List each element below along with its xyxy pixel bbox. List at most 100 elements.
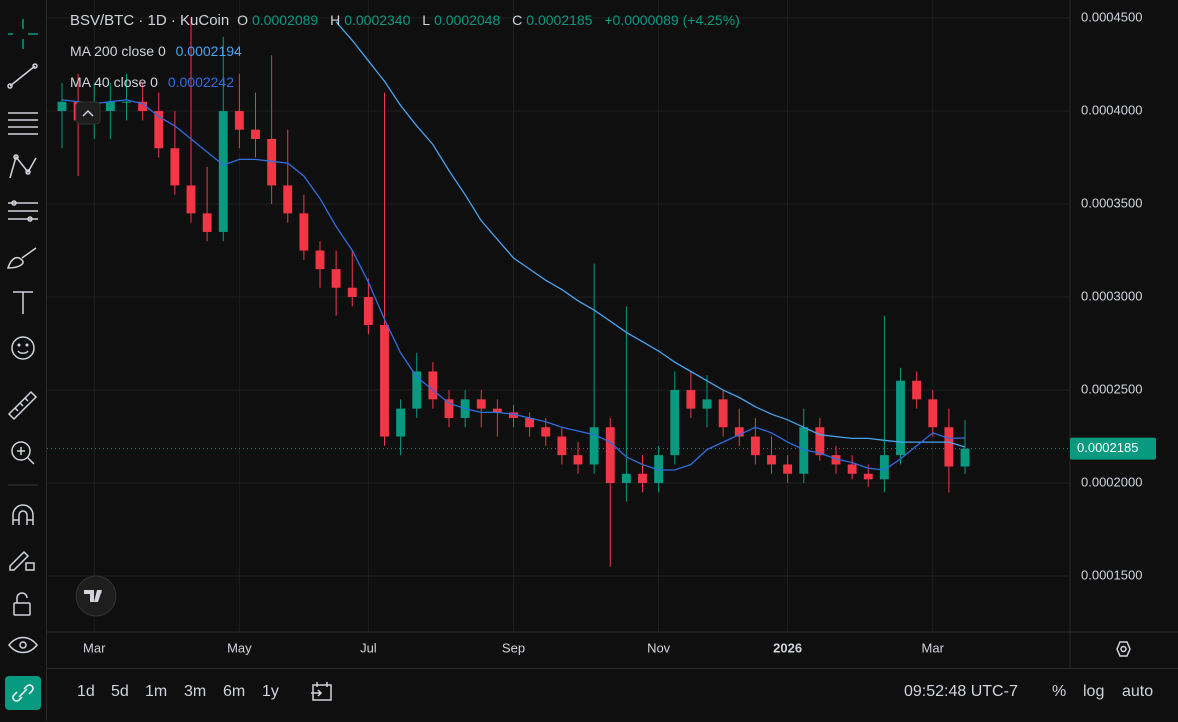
ma-line: [335, 21, 966, 448]
crosshair-tool[interactable]: [8, 19, 38, 49]
magnet-tool[interactable]: [12, 504, 34, 525]
candle-body: [573, 455, 583, 465]
candle-body: [57, 101, 67, 112]
lock-drawing-tool[interactable]: [9, 550, 35, 571]
y-tick-label: 0.0004000: [1081, 102, 1142, 117]
tv-logo: [75, 575, 117, 617]
brush-tool[interactable]: [6, 247, 37, 269]
candle-body: [944, 427, 954, 467]
visibility-tool[interactable]: [8, 636, 38, 654]
plot: [47, 18, 1070, 567]
range-button[interactable]: 3m: [184, 683, 207, 700]
x-tick-label: 2026: [773, 640, 802, 655]
candle-body: [251, 129, 260, 139]
candle-body: [154, 111, 164, 149]
pattern-tool[interactable]: [9, 154, 37, 179]
candle-body: [654, 455, 664, 484]
candle-body: [960, 448, 970, 467]
settings-button[interactable]: [1116, 641, 1131, 657]
symbol: BSV/BTC · 1D · KuCoin: [70, 12, 230, 29]
link-tool[interactable]: [5, 676, 41, 710]
candle-body: [831, 455, 841, 465]
ohlc-key: L: [422, 12, 431, 28]
y-tick-label: 0.0002500: [1081, 381, 1142, 396]
collapse-button[interactable]: [75, 101, 101, 125]
lock-tool[interactable]: [13, 592, 31, 616]
zoom-tool[interactable]: [11, 441, 35, 465]
candle-body: [347, 287, 357, 298]
candle-body: [686, 390, 696, 409]
y-tick-label: 0.0003500: [1081, 195, 1142, 210]
trend-line-tool[interactable]: [7, 63, 38, 89]
ohlc-value: 0.0002185: [526, 12, 593, 28]
range-button[interactable]: 5d: [111, 683, 129, 700]
candle-body: [234, 111, 244, 130]
candle-body: [718, 399, 728, 428]
candle-body: [315, 250, 325, 270]
ma-value: 0.0002194: [175, 43, 242, 59]
fib-tool[interactable]: [8, 112, 38, 135]
x-tick-label: May: [227, 640, 252, 655]
candle-body: [750, 436, 760, 456]
bottom-toolbar: 1d 5d 1m 3m 6m 1y 09:52:48 UTC-7 % log a…: [47, 668, 1178, 722]
candle-body: [815, 427, 825, 456]
candle-body: [186, 185, 196, 214]
x-tick-label: Sep: [502, 640, 525, 655]
emoji-tool[interactable]: [11, 336, 35, 360]
percent-button[interactable]: %: [1052, 683, 1067, 700]
candle-body: [525, 417, 535, 428]
chart-bg: [0, 0, 1178, 668]
log-button[interactable]: log: [1083, 683, 1105, 700]
projection-tool[interactable]: [8, 200, 38, 222]
candle-body: [702, 399, 712, 409]
change: +0.0000089 (+4.25%): [604, 12, 740, 28]
auto-button[interactable]: auto: [1122, 683, 1154, 700]
candle-body: [122, 101, 131, 103]
axes: 0.0004500 0.0004000 0.0003500 0.0003000 0.00…: [83, 9, 1156, 655]
candle-body: [428, 371, 438, 400]
ma-legend: MA 200 close 0 0.0002194: [70, 43, 242, 59]
candle-body: [299, 213, 309, 251]
x-tick-label: Mar: [83, 640, 106, 655]
ma-name: MA 200 close 0: [70, 43, 166, 59]
candle-body: [557, 436, 567, 456]
ma-name: MA 40 close 0: [70, 74, 158, 90]
candle-body: [138, 101, 148, 112]
candle-body: [380, 324, 389, 437]
range-button[interactable]: 1m: [145, 683, 168, 700]
candle-body: [879, 455, 889, 480]
ma-legend: MA 40 close 0 0.0002242: [70, 74, 234, 90]
candle-body: [412, 371, 422, 409]
ohlc-key: O: [237, 12, 248, 28]
candle-body: [363, 297, 373, 325]
text-tool[interactable]: [13, 291, 33, 314]
ohlc-value: 0.0002089: [252, 12, 319, 28]
candle-body: [444, 399, 454, 418]
range-button[interactable]: 6m: [223, 683, 246, 700]
last-price-label: 0.0002185: [1077, 440, 1138, 455]
candle-body: [912, 380, 922, 400]
range-button[interactable]: 1d: [77, 683, 95, 700]
candle-body: [105, 101, 115, 112]
candle-body: [589, 427, 599, 465]
toolbar-icons: [5, 19, 41, 710]
candle-body: [638, 473, 647, 484]
candle-body: [670, 390, 680, 456]
date-range-button[interactable]: [309, 679, 335, 705]
candle-body: [621, 473, 631, 484]
candle-body: [283, 185, 293, 214]
candle-body: [202, 213, 212, 232]
candle-body: [928, 399, 938, 428]
candle-body: [267, 138, 277, 186]
y-tick-label: 0.0001500: [1081, 567, 1142, 582]
candle-body: [170, 148, 180, 186]
ohlc-key: H: [330, 12, 341, 28]
ruler-tool[interactable]: [7, 390, 38, 421]
y-tick-label: 0.0002000: [1081, 474, 1142, 489]
ma-line: [61, 99, 966, 471]
range-button[interactable]: 1y: [262, 683, 279, 700]
candle-body: [218, 111, 228, 232]
candle-body: [396, 408, 406, 437]
candle-body: [799, 427, 809, 474]
